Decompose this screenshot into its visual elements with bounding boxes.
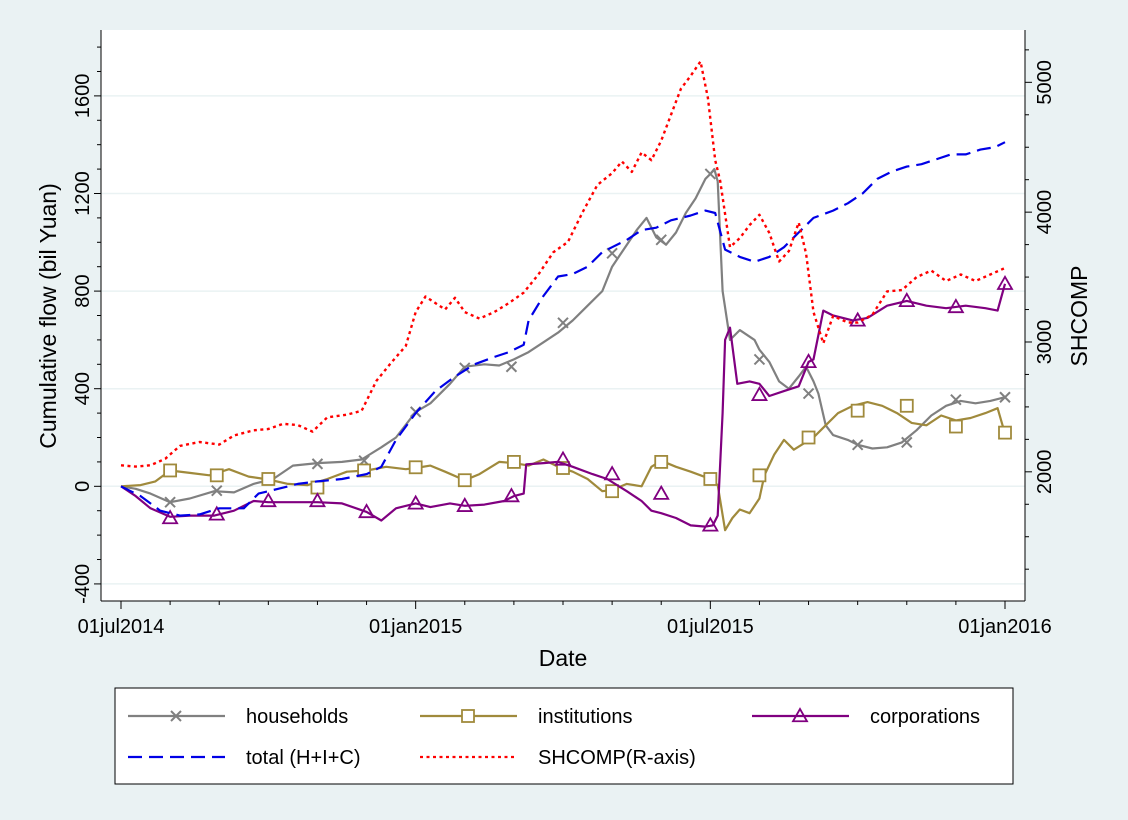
data-point-marker <box>603 465 621 481</box>
legend-label: institutions <box>538 706 633 728</box>
series-lines <box>120 60 1014 532</box>
series-line <box>120 141 1006 517</box>
data-point-marker <box>701 516 719 532</box>
legend: households institutions corporations total … <box>114 687 1014 785</box>
y2-tick-label: 2000 <box>1034 450 1056 495</box>
legend-item: households <box>128 706 348 728</box>
grid-lines <box>101 95 1025 585</box>
data-point-marker <box>457 473 472 488</box>
data-point-marker <box>947 298 965 314</box>
data-point-marker <box>851 439 864 451</box>
y-tick-label: 0 <box>72 481 94 492</box>
data-point-marker <box>898 292 916 308</box>
data-point-marker <box>554 450 572 466</box>
legend-label: households <box>246 706 348 728</box>
data-point-marker <box>505 361 518 373</box>
legend-label: SHCOMP(R-axis) <box>538 747 696 769</box>
series-line <box>120 60 1006 468</box>
y2-tick-label: 5000 <box>1034 60 1056 105</box>
plot-area <box>101 30 1025 601</box>
data-point-marker <box>211 484 223 497</box>
data-point-marker <box>753 353 766 366</box>
data-point-marker <box>311 458 324 470</box>
y-axis-title: Cumulative flow (bil Yuan) <box>35 183 61 448</box>
data-point-marker <box>407 494 425 510</box>
legend-item: total (H+I+C) <box>128 747 360 769</box>
data-point-marker <box>358 503 376 519</box>
data-point-marker <box>456 497 474 512</box>
data-point-marker <box>752 468 767 483</box>
legend-item: institutions <box>420 706 633 728</box>
series-shcomp-r-axis <box>120 60 1006 468</box>
data-point-marker <box>850 403 865 418</box>
data-point-marker <box>652 484 670 500</box>
legend-swatch-marker <box>791 707 809 723</box>
data-point-marker <box>408 460 423 475</box>
data-point-marker <box>655 234 667 246</box>
y2-tick-label: 3000 <box>1034 320 1056 365</box>
x-tick-label: 01jan2015 <box>369 616 462 638</box>
y2-axis-title: SHCOMP <box>1066 266 1092 367</box>
data-point-marker <box>801 430 816 445</box>
data-point-marker <box>164 496 176 508</box>
y-tick-label: 800 <box>72 274 94 307</box>
data-point-marker <box>950 393 962 406</box>
data-point-marker <box>999 391 1011 403</box>
y-tick-label: 1200 <box>72 171 94 216</box>
data-point-marker <box>998 425 1012 440</box>
y-tick-label: 1600 <box>72 74 94 119</box>
x-tick-label: 01jul2014 <box>78 616 165 638</box>
axes: -400 0 400 800 1200 1600 2000 3000 4000 5000 01jul… <box>72 30 1056 638</box>
data-point-marker <box>209 468 224 483</box>
y2-tick-label: 4000 <box>1034 190 1056 235</box>
x-tick-label: 01jan2016 <box>958 616 1051 638</box>
data-point-marker <box>308 492 326 508</box>
legend-label: total (H+I+C) <box>246 747 360 769</box>
data-point-marker <box>901 436 913 449</box>
x-tick-label: 01jul2015 <box>667 616 754 638</box>
legend-item: SHCOMP(R-axis) <box>420 747 696 769</box>
data-point-marker <box>261 472 276 486</box>
legend-swatch-marker <box>461 709 475 723</box>
data-point-marker <box>899 398 914 413</box>
data-point-marker <box>208 505 226 521</box>
x-axis-title: Date <box>539 645 588 671</box>
legend-label: corporations <box>870 706 980 728</box>
legend-box <box>114 687 1014 785</box>
data-point-marker <box>703 472 718 486</box>
data-point-marker <box>310 480 325 495</box>
data-point-marker <box>800 353 818 369</box>
legend-swatch-marker <box>170 710 182 722</box>
data-point-marker <box>948 419 963 434</box>
legend-item: corporations <box>752 706 980 728</box>
y-tick-label: 400 <box>72 372 94 405</box>
data-point-marker <box>506 455 521 469</box>
data-point-marker <box>704 168 717 180</box>
series-total-h-i-c <box>120 141 1006 517</box>
data-point-marker <box>802 387 815 400</box>
data-point-marker <box>996 274 1014 290</box>
data-point-marker <box>163 463 178 478</box>
data-point-marker <box>557 317 569 329</box>
data-point-marker <box>502 487 520 503</box>
data-point-marker <box>654 455 669 469</box>
data-point-marker <box>259 492 277 508</box>
data-point-marker <box>750 385 768 401</box>
y-tick-label: -400 <box>72 564 94 604</box>
data-point-marker <box>605 484 620 499</box>
data-point-marker <box>161 509 179 525</box>
